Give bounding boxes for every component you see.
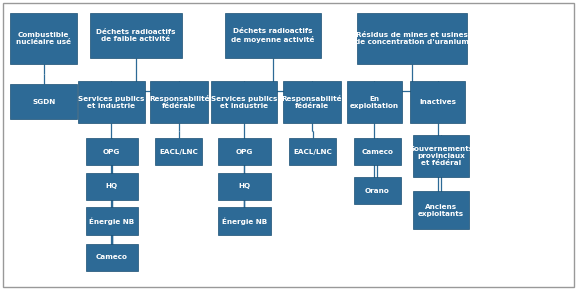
FancyBboxPatch shape <box>218 138 271 165</box>
FancyBboxPatch shape <box>225 13 321 58</box>
Text: Déchets radioactifs
de faible activité: Déchets radioactifs de faible activité <box>96 29 176 42</box>
FancyBboxPatch shape <box>90 13 182 58</box>
FancyBboxPatch shape <box>357 13 467 64</box>
FancyBboxPatch shape <box>289 138 336 165</box>
FancyBboxPatch shape <box>150 81 208 123</box>
Text: Orano: Orano <box>365 188 390 194</box>
FancyBboxPatch shape <box>218 207 271 235</box>
FancyBboxPatch shape <box>283 81 341 123</box>
FancyBboxPatch shape <box>211 81 277 123</box>
FancyBboxPatch shape <box>347 81 402 123</box>
Text: HQ: HQ <box>106 183 117 189</box>
Text: En
exploitation: En exploitation <box>350 96 399 109</box>
Text: Résidus de mines et usines
de concentration d'uranium: Résidus de mines et usines de concentrat… <box>355 32 469 45</box>
Text: OPG: OPG <box>103 148 120 155</box>
Text: Cameco: Cameco <box>95 254 128 260</box>
Text: Services publics
et industrie: Services publics et industrie <box>211 96 277 109</box>
FancyBboxPatch shape <box>410 81 465 123</box>
Text: EACL/LNC: EACL/LNC <box>159 148 198 155</box>
FancyBboxPatch shape <box>155 138 202 165</box>
Text: Inactives: Inactives <box>419 99 457 105</box>
Text: Responsabilité
fédérale: Responsabilité fédérale <box>282 95 342 109</box>
FancyBboxPatch shape <box>86 138 138 165</box>
Text: Déchets radioactifs
de moyenne activité: Déchets radioactifs de moyenne activité <box>231 28 315 43</box>
Text: Énergie NB: Énergie NB <box>222 218 267 225</box>
Text: EACL/LNC: EACL/LNC <box>293 148 332 155</box>
FancyBboxPatch shape <box>413 135 469 177</box>
Text: Gouvernements
provinciaux
et fédéral: Gouvernements provinciaux et fédéral <box>409 146 473 166</box>
Text: Responsabilité
fédérale: Responsabilité fédérale <box>149 95 209 109</box>
Text: Services publics
et industrie: Services publics et industrie <box>78 96 144 109</box>
Text: Combustible
nucléaire usé: Combustible nucléaire usé <box>16 32 71 45</box>
FancyBboxPatch shape <box>413 191 469 229</box>
FancyBboxPatch shape <box>354 138 401 165</box>
Text: Anciens
exploitants: Anciens exploitants <box>418 204 464 217</box>
FancyBboxPatch shape <box>78 81 144 123</box>
FancyBboxPatch shape <box>10 84 77 119</box>
Text: Cameco: Cameco <box>361 148 394 155</box>
FancyBboxPatch shape <box>86 244 138 271</box>
Text: SGDN: SGDN <box>32 99 55 104</box>
FancyBboxPatch shape <box>354 177 401 204</box>
FancyBboxPatch shape <box>86 173 138 200</box>
FancyBboxPatch shape <box>86 207 138 235</box>
Text: Énergie NB: Énergie NB <box>89 218 134 225</box>
Text: OPG: OPG <box>236 148 253 155</box>
Text: HQ: HQ <box>239 183 250 189</box>
FancyBboxPatch shape <box>10 13 77 64</box>
FancyBboxPatch shape <box>218 173 271 200</box>
